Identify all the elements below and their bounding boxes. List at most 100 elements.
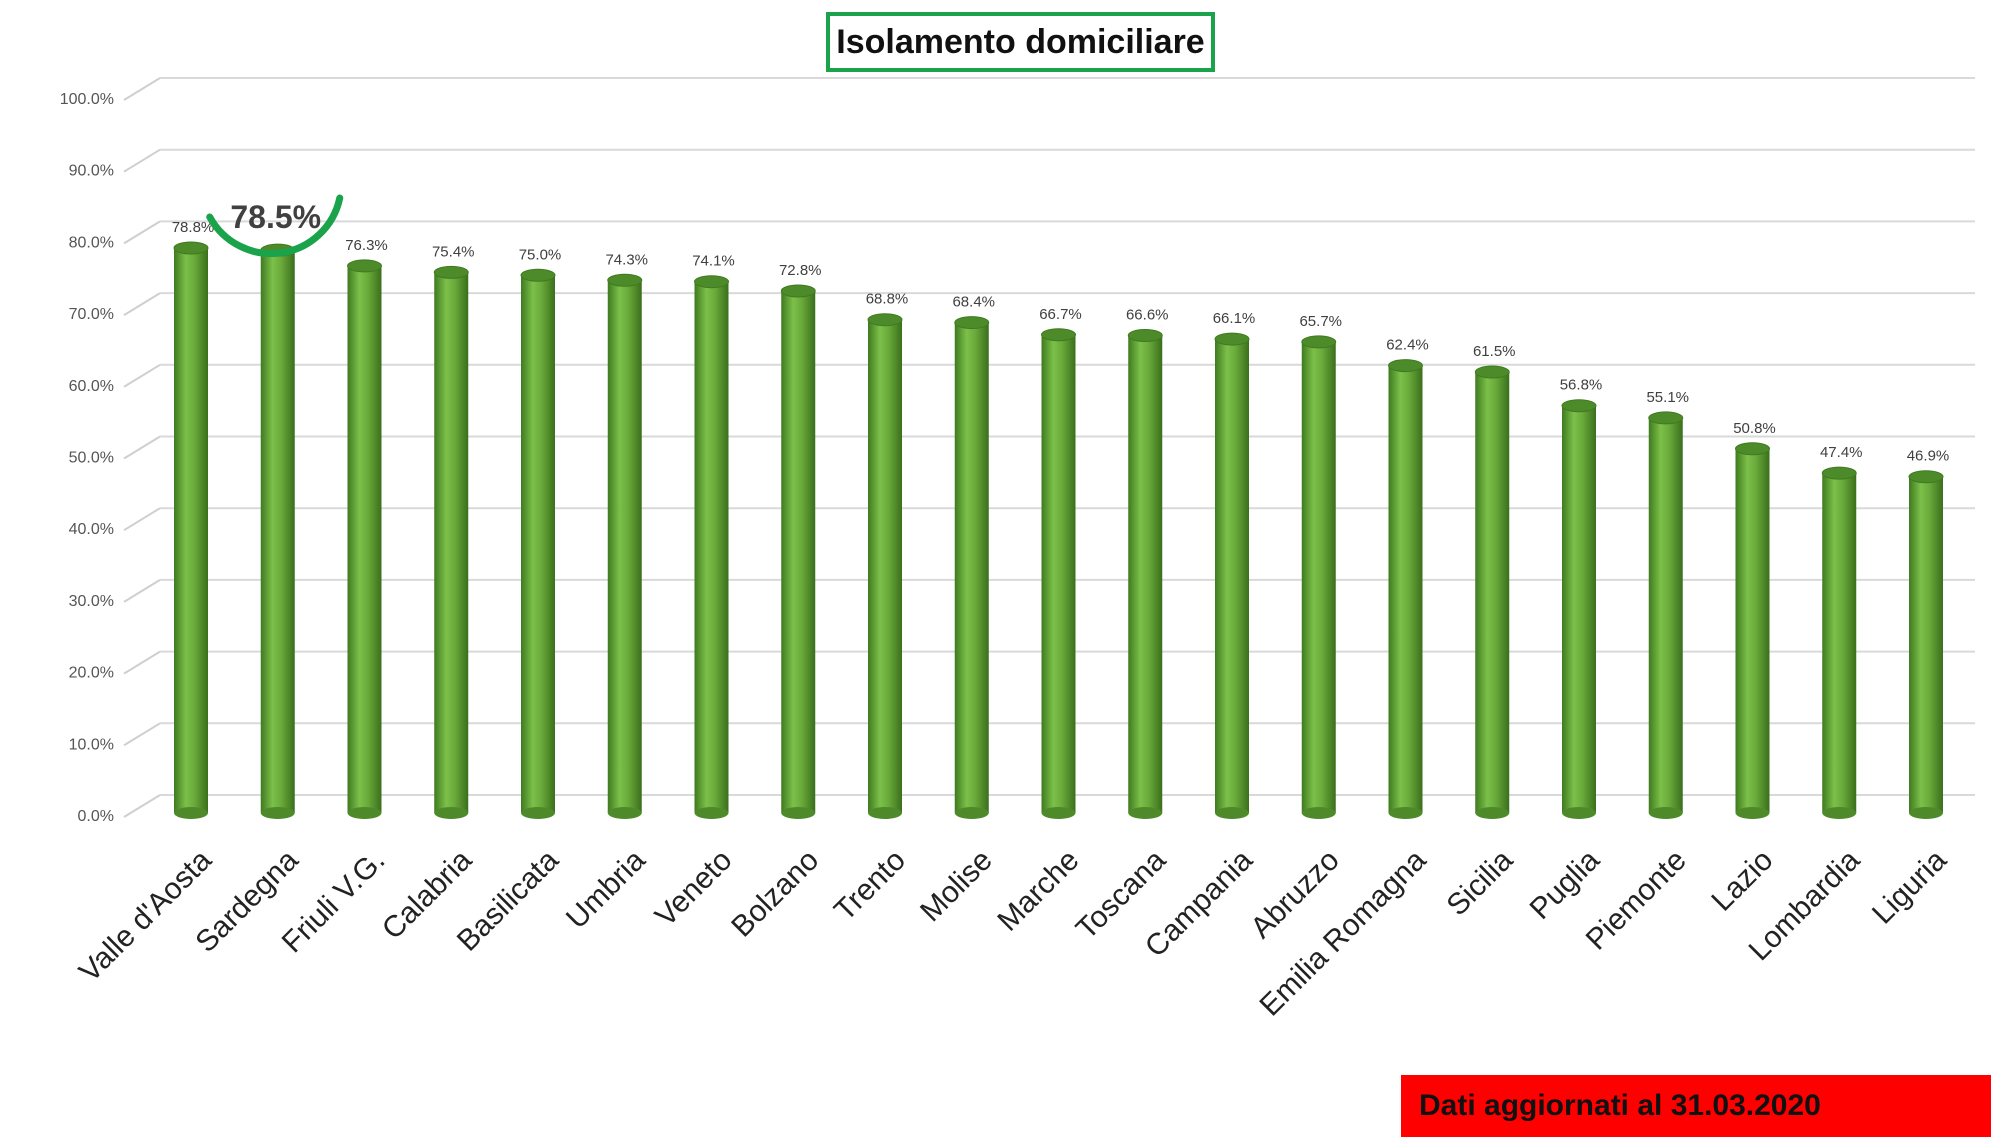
bar-body (1735, 448, 1770, 813)
bar (1648, 411, 1684, 819)
data-label: 75.0% (519, 246, 562, 263)
bar-base (954, 807, 989, 819)
bar-body (694, 281, 729, 813)
data-label: 66.7% (1039, 306, 1082, 323)
bar-base (607, 807, 642, 819)
bar-body (1041, 334, 1076, 813)
bar-body (1128, 335, 1163, 813)
bar-base (347, 807, 382, 819)
chart-title: Isolamento domiciliare (826, 12, 1215, 72)
bar (954, 316, 990, 819)
y-tick-label: 20.0% (69, 665, 114, 682)
y-tick-label: 50.0% (69, 450, 114, 467)
x-category-label: Valle d'Aosta (73, 843, 218, 988)
bar (173, 241, 209, 819)
bar-top (1388, 359, 1423, 373)
bar-base (1822, 807, 1857, 819)
gridline-depth (123, 292, 161, 316)
bar-body (521, 275, 555, 813)
y-tick-label: 40.0% (69, 521, 114, 538)
bar-top (1561, 399, 1597, 413)
x-category-label: Umbria (560, 843, 652, 935)
data-label: 66.6% (1126, 306, 1169, 323)
y-tick-label: 80.0% (69, 234, 114, 251)
bar-top (1908, 470, 1944, 484)
gridline-depth (123, 650, 161, 675)
data-label: 62.4% (1386, 337, 1429, 354)
gridline-depth (123, 579, 161, 603)
bar (1301, 335, 1337, 819)
bar (520, 268, 556, 819)
data-label: 72.8% (779, 262, 822, 279)
bar-top (1648, 411, 1684, 425)
bar-base (1735, 807, 1770, 819)
bar (260, 243, 296, 819)
bar-base (1562, 807, 1596, 819)
gridline-depth (123, 507, 161, 532)
data-label: 75.4% (432, 243, 475, 260)
bar-top (347, 259, 382, 273)
bar (1127, 328, 1163, 819)
data-label: 56.8% (1560, 377, 1603, 394)
bar (433, 265, 469, 819)
bar (347, 259, 382, 819)
bar-body (347, 265, 382, 814)
y-tick-label: 90.0% (69, 163, 114, 180)
bar-body (1648, 417, 1683, 813)
bar (867, 313, 903, 819)
data-label: 74.3% (605, 251, 648, 268)
data-label: 55.1% (1646, 389, 1689, 406)
data-label: 47.4% (1820, 444, 1863, 461)
highlight-annotation: 78.5% (206, 194, 344, 258)
highlight-arc (206, 194, 344, 258)
bar-base (1301, 807, 1336, 819)
bar-base (781, 807, 816, 819)
bar-base (434, 807, 469, 819)
bar (1908, 470, 1944, 819)
bar-top (173, 241, 209, 255)
y-tick-label: 0.0% (78, 808, 114, 825)
bar-body (868, 319, 902, 813)
bar-body (174, 248, 208, 813)
bar-top (954, 316, 990, 330)
bar-base (1648, 807, 1683, 819)
bar-body (954, 322, 989, 813)
x-category-label: Trento (828, 844, 912, 928)
data-label: 78.8% (172, 219, 215, 236)
bar-base (1041, 807, 1076, 819)
x-category-label: Liguria (1866, 843, 1953, 930)
bar-base (521, 807, 555, 819)
bar-top (607, 273, 643, 287)
gridline-depth (123, 220, 161, 245)
gridline-depth (123, 435, 161, 460)
x-category-label: Sicilia (1440, 843, 1519, 922)
x-category-label: Emilia Romagna (1253, 843, 1432, 1022)
bar-top (1474, 365, 1510, 379)
gridline-depth (123, 363, 161, 388)
x-category-label: Puglia (1524, 843, 1607, 926)
bar-body (607, 280, 642, 813)
bar-top (1127, 328, 1163, 342)
y-tick-label: 10.0% (69, 736, 114, 753)
bar-base (1475, 807, 1510, 819)
bar-body (1475, 372, 1510, 813)
data-label: 50.8% (1733, 420, 1776, 437)
data-label: 61.5% (1473, 343, 1516, 360)
bar-top (694, 275, 729, 289)
bar (1821, 466, 1857, 819)
gridline-depth (123, 77, 161, 101)
data-label: 66.1% (1213, 310, 1256, 327)
bar-top (1735, 442, 1770, 456)
bar-body (260, 250, 295, 813)
bar-top (433, 265, 469, 279)
bar-body (1909, 476, 1943, 813)
bar-base (1215, 807, 1249, 819)
bar-top (1214, 332, 1250, 346)
bar-top (780, 284, 816, 298)
bar (694, 275, 729, 819)
bar-base (1388, 807, 1423, 819)
bar-body (434, 272, 469, 814)
bar (1561, 399, 1597, 819)
bar (1474, 365, 1510, 819)
bar (1041, 328, 1076, 819)
